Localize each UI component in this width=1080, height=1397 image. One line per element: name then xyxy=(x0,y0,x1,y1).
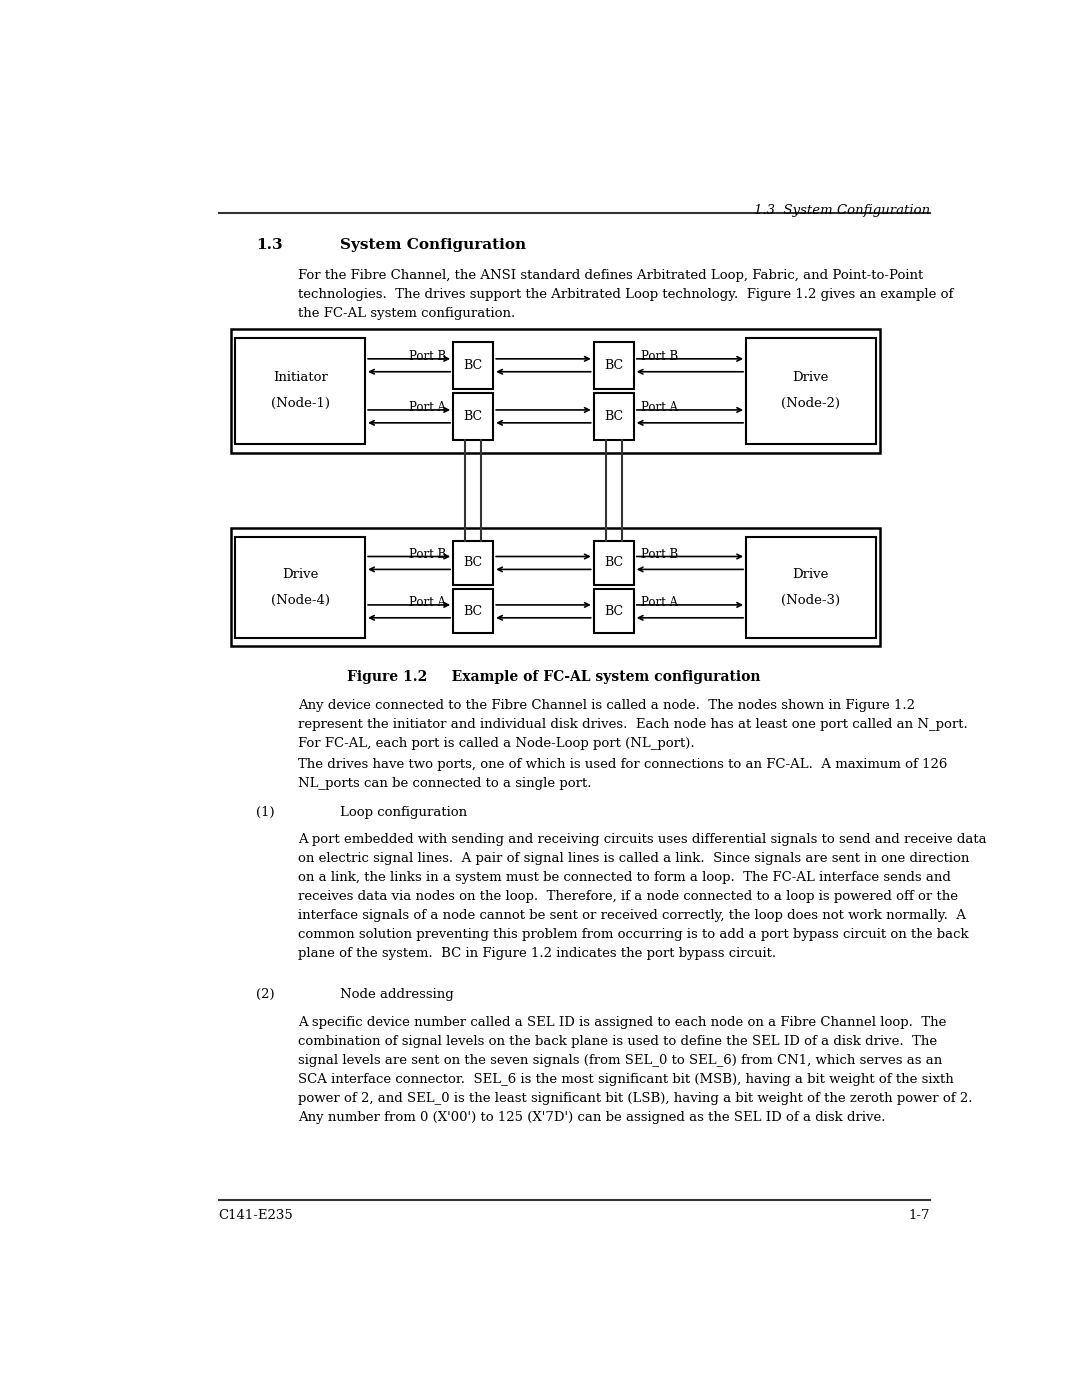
Text: (Node-4): (Node-4) xyxy=(271,594,329,606)
Text: 1.3  System Configuration: 1.3 System Configuration xyxy=(754,204,930,217)
Text: Drive: Drive xyxy=(793,372,829,384)
Bar xyxy=(594,541,634,585)
Text: A port embedded with sending and receiving circuits uses differential signals to: A port embedded with sending and receivi… xyxy=(298,834,987,961)
Text: Port A: Port A xyxy=(409,597,446,609)
Text: The drives have two ports, one of which is used for connections to an FC-AL.  A : The drives have two ports, one of which … xyxy=(298,759,947,791)
Text: BC: BC xyxy=(604,409,623,423)
Bar xyxy=(594,342,634,388)
Text: C141-E235: C141-E235 xyxy=(218,1208,294,1222)
Text: BC: BC xyxy=(463,359,483,372)
Text: Port A: Port A xyxy=(409,401,446,415)
Bar xyxy=(594,590,634,633)
Text: BC: BC xyxy=(604,605,623,617)
Bar xyxy=(235,338,365,444)
Text: BC: BC xyxy=(604,556,623,570)
Text: (Node-3): (Node-3) xyxy=(781,594,840,606)
Text: Initiator: Initiator xyxy=(273,372,327,384)
Bar xyxy=(746,536,876,637)
Text: 1.3: 1.3 xyxy=(256,237,283,251)
Bar xyxy=(454,541,494,585)
Text: BC: BC xyxy=(463,605,483,617)
Text: (2): (2) xyxy=(256,989,275,1002)
Text: Drive: Drive xyxy=(282,567,319,581)
Text: Loop configuration: Loop configuration xyxy=(340,806,468,819)
Bar xyxy=(454,590,494,633)
Text: BC: BC xyxy=(463,409,483,423)
Text: 1-7: 1-7 xyxy=(908,1208,930,1222)
Bar xyxy=(454,393,494,440)
Text: System Configuration: System Configuration xyxy=(340,237,526,251)
Bar xyxy=(231,330,880,453)
Text: Node addressing: Node addressing xyxy=(340,989,454,1002)
Text: For the Fibre Channel, the ANSI standard defines Arbitrated Loop, Fabric, and Po: For the Fibre Channel, the ANSI standard… xyxy=(298,268,954,320)
Text: (Node-2): (Node-2) xyxy=(781,397,840,411)
Bar xyxy=(454,342,494,388)
Bar xyxy=(746,338,876,444)
Bar xyxy=(235,536,365,637)
Text: (1): (1) xyxy=(256,806,275,819)
Text: (Node-1): (Node-1) xyxy=(271,397,329,411)
Text: BC: BC xyxy=(463,556,483,570)
Text: Any device connected to the Fibre Channel is called a node.  The nodes shown in : Any device connected to the Fibre Channe… xyxy=(298,698,968,750)
Text: Port B: Port B xyxy=(640,548,678,560)
Text: Port A: Port A xyxy=(640,401,677,415)
Text: A specific device number called a SEL ID is assigned to each node on a Fibre Cha: A specific device number called a SEL ID… xyxy=(298,1017,973,1125)
Bar xyxy=(594,393,634,440)
Text: Port B: Port B xyxy=(409,548,446,560)
Text: Port B: Port B xyxy=(409,351,446,363)
Text: Drive: Drive xyxy=(793,567,829,581)
Text: Port A: Port A xyxy=(640,597,677,609)
Text: BC: BC xyxy=(604,359,623,372)
Text: Port B: Port B xyxy=(640,351,678,363)
Text: Figure 1.2     Example of FC-AL system configuration: Figure 1.2 Example of FC-AL system confi… xyxy=(347,671,760,685)
Bar xyxy=(231,528,880,647)
